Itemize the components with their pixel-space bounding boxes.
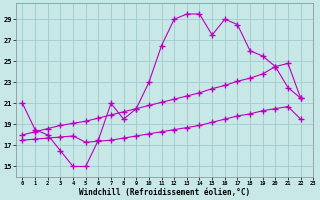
X-axis label: Windchill (Refroidissement éolien,°C): Windchill (Refroidissement éolien,°C) xyxy=(79,188,250,197)
